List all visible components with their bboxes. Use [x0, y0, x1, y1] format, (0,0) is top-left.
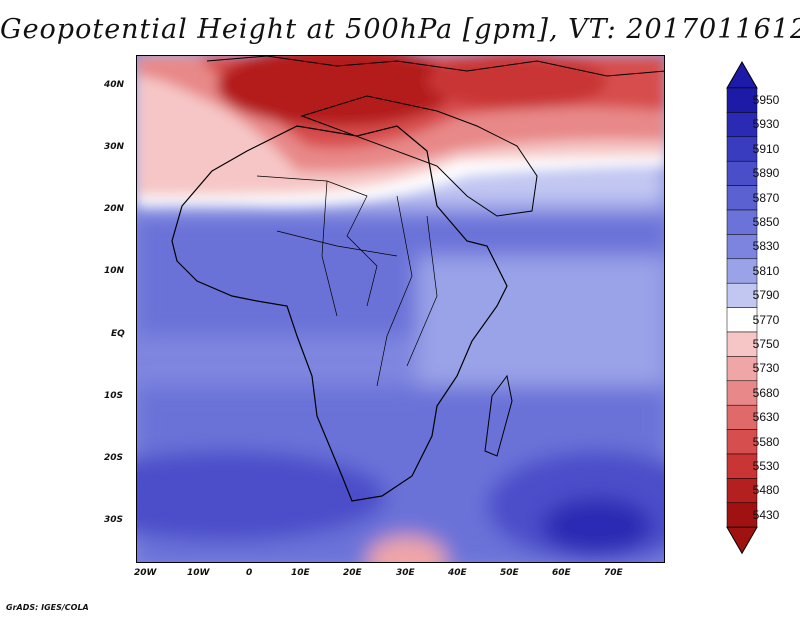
- lat-label-20s: 20S: [104, 453, 124, 463]
- africa-outline: [171, 125, 508, 502]
- colorbar-swatch-5750: [726, 331, 758, 357]
- lat-label-10s: 10S: [104, 391, 124, 401]
- colorbar-label-5770: 5770: [752, 312, 780, 327]
- colorbar-swatch-5910: [726, 136, 758, 162]
- colorbar-bottom-arrow: [726, 526, 758, 555]
- field-trough-south: [367, 536, 447, 562]
- colorbar: [726, 60, 758, 555]
- lon-label-40e: 40E: [448, 568, 467, 578]
- colorbar-swatch-5730: [726, 356, 758, 382]
- lon-label-70e: 70E: [604, 568, 623, 578]
- colorbar-label-5930: 5930: [752, 117, 780, 132]
- colorbar-swatch-5680: [726, 380, 758, 406]
- colorbar-label-5480: 5480: [752, 483, 780, 498]
- geopotential-field-map: [137, 56, 664, 562]
- colorbar-swatch-5850: [726, 209, 758, 235]
- colorbar-swatch-5810: [726, 258, 758, 284]
- lat-label-30s: 30S: [104, 515, 124, 525]
- colorbar-swatch-5870: [726, 185, 758, 211]
- colorbar-swatch-5630: [726, 404, 758, 430]
- lat-label-20n: 20N: [104, 204, 125, 214]
- lat-label-eq: EQ: [111, 329, 125, 339]
- colorbar-top-arrow: [726, 60, 758, 89]
- field-low-mediterranean: [217, 56, 457, 126]
- map-panel: [136, 55, 665, 563]
- madagascar-outline: [484, 374, 513, 457]
- lon-label-50e: 50E: [500, 568, 519, 578]
- lon-label-20e: 20E: [343, 568, 362, 578]
- lat-label-40n: 40N: [104, 80, 125, 90]
- colorbar-swatch-5530: [726, 453, 758, 479]
- lat-label-10n: 10N: [104, 266, 125, 276]
- lon-label-30e: 30E: [396, 568, 415, 578]
- colorbar-label-5910: 5910: [752, 141, 780, 156]
- colorbar-label-5730: 5730: [752, 361, 780, 376]
- colorbar-label-5850: 5850: [752, 215, 780, 229]
- lon-label-0: 0: [246, 568, 253, 578]
- colorbar-label-5890: 5890: [752, 166, 780, 181]
- country-borders: [256, 175, 438, 387]
- field-band-5810-east: [417, 256, 664, 386]
- colorbar-label-5680: 5680: [752, 385, 780, 400]
- colorbar-swatch-5830: [726, 234, 758, 260]
- colorbar-label-5790: 5790: [752, 288, 780, 303]
- colorbar-label-5870: 5870: [752, 190, 780, 205]
- colorbar-swatch-5930: [726, 112, 758, 138]
- colorbar-swatch-5480: [726, 478, 758, 504]
- colorbar-label-5830: 5830: [752, 239, 780, 254]
- field-high-se-core: [542, 498, 652, 554]
- colorbar-label-5810: 5810: [752, 263, 780, 278]
- field-low-sw: [137, 451, 387, 541]
- colorbar-swatch-5430: [726, 502, 758, 528]
- lat-label-30n: 30N: [104, 142, 125, 152]
- colorbar-label-5750: 5750: [752, 337, 780, 351]
- lon-label-60e: 60E: [552, 568, 571, 578]
- colorbar-label-5580: 5580: [752, 434, 780, 449]
- colorbar-label-5530: 5530: [752, 459, 780, 473]
- europe-coast: [206, 56, 664, 77]
- chart-title: Geopotential Height at 500hPa [gpm], VT:…: [0, 14, 800, 45]
- colorbar-label-5430: 5430: [752, 507, 780, 522]
- colorbar-swatch-5950: [726, 87, 758, 113]
- colorbar-swatch-5790: [726, 282, 758, 308]
- lon-label-20w: 20W: [134, 568, 157, 578]
- field-low-east: [427, 56, 607, 109]
- grads-credit: GrADS: IGES/COLA: [6, 603, 89, 612]
- colorbar-swatch-5580: [726, 429, 758, 455]
- colorbar-label-5630: 5630: [752, 410, 780, 425]
- colorbar-swatch-5770: [726, 307, 758, 333]
- lon-label-10e: 10E: [291, 568, 310, 578]
- lon-label-10w: 10W: [187, 568, 210, 578]
- middle-east-outline: [300, 95, 538, 217]
- colorbar-label-5950: 5950: [752, 93, 780, 107]
